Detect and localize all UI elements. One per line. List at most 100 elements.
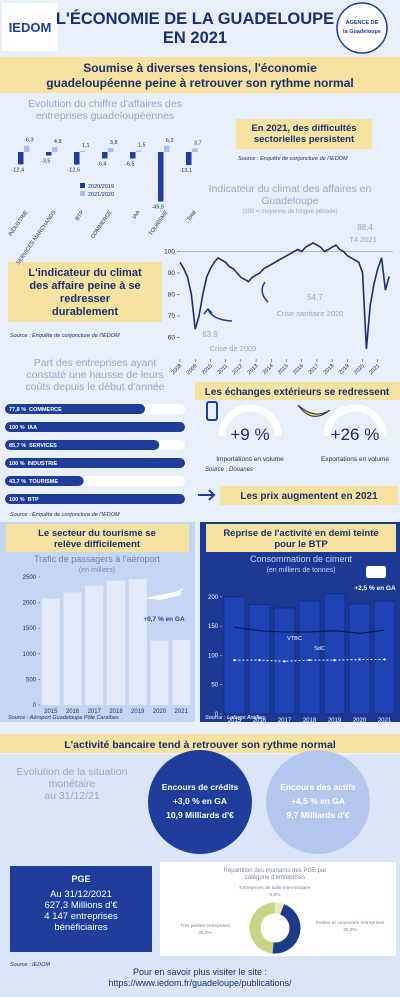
value-label: 45,8% [343,927,357,933]
x-tick-label: BTP [75,209,86,221]
y-tick-label: 70 [168,313,176,320]
legend-swatch [80,191,85,196]
bank-circle [148,750,252,854]
card-title: Encours de crédits [162,782,239,792]
bank-banner [0,734,400,753]
annotation: Crise sanitaire 2020 [277,309,344,318]
card-growth: +4,5 % en GA [291,796,345,806]
category-label: Entreprises de taille intermédiaire [239,885,311,891]
source: Source : Enquête de conjoncture de l'IED… [10,512,120,518]
logo-left [2,3,58,51]
chart-title: Trafic de passagers à l'aéroport [34,554,160,564]
bar [52,147,58,152]
line [234,626,385,634]
bar [106,580,126,705]
gauge [323,404,387,437]
value-label: 1,5 [138,143,146,149]
card-title: Encours des actifs [280,782,356,792]
pge-line: 4 147 entreprises [44,911,118,922]
annotation: sectorielles persistent [254,134,355,145]
annotation: T4 2021 [349,235,377,244]
bar [130,152,136,159]
bar [63,592,82,705]
heading: Reprise de l'activité en demi teinte [223,528,378,539]
marker [283,660,286,663]
annotation: 88,4 [357,223,373,232]
x-tick-label: 2015 [44,709,58,715]
logo-right [336,2,388,54]
heading-box [206,524,396,552]
value-label: 77,8 % [9,407,26,413]
intro: au 31/12/21 [44,790,100,802]
marker [308,658,311,662]
annotation: +2,5 % en GA [354,585,396,592]
value-text: +26 % [331,425,380,444]
label: Exportations en volume [321,456,389,463]
x-tick-label: IAA [132,209,142,220]
bar [298,600,321,715]
intro: monétaire [49,778,96,790]
chart-title: constaté une hausse de leurs [26,369,163,381]
marker [233,658,236,662]
y-tick-label: 500 [26,677,37,683]
chart-title: coûts depuis le début d'année [25,381,164,393]
logo-text: la Guadeloupe [343,29,381,35]
chart-title: catégorie d'entreprises [245,875,306,881]
bar [158,152,164,202]
value-label: -6,5 [125,162,134,168]
annotation: 63,9 [202,330,218,339]
y-tick-label: 2000 [23,601,37,607]
x-tick-label: 2016 [66,709,80,715]
annotation: L'indicateur du climat [28,267,142,279]
y-tick-label: 80 [168,292,176,299]
heading: Le secteur du tourisme se [38,528,156,539]
bar [5,422,185,432]
bar [186,152,192,166]
logo-text: IEDOM [9,20,52,35]
y-tick-label: 0 [33,703,37,709]
y-tick-label: 0 [215,712,219,718]
annotation: En 2021, des difficultés [251,123,356,134]
legend-label: 2020/2019 [88,184,114,190]
heading: Les échanges extérieurs se redressent [205,387,390,398]
battery-icon [206,401,218,421]
headline-banner [0,57,400,93]
prices-banner [220,486,398,505]
x-tick-label: 2021 [378,718,392,724]
x-tick-label: 2019 [131,709,145,715]
value-label: 3,7 [194,140,202,146]
pge-line: 627,3 Millions d'€ [44,900,118,911]
bar [5,440,160,450]
heading: Les prix augmentent en 2021 [240,491,378,502]
bar [5,476,84,486]
x-tick-label: 2017 [88,709,102,715]
source: Source : Enquête de conjoncture de l'IED… [238,156,348,162]
arrow [203,307,233,322]
value-label: -49,5 [151,205,164,211]
annotation: +0,7 % en GA [143,616,185,623]
bar [5,494,185,504]
x-tick-label: 2016 [253,718,267,724]
bar [85,585,104,705]
bar-label: 43,7 % TOURISME [9,479,58,485]
footer-text: https://www.iedom.fr/guadeloupe/publicat… [108,978,292,988]
y-tick-label: 100 [164,249,175,256]
arrow [198,489,216,501]
x-tick-label: 2018 [303,718,317,724]
bar [108,148,114,152]
chart-title: Guadeloupe [261,195,318,207]
heading: L'activité bancaire tend à retrouver son… [64,739,336,751]
category-label: BTP [28,497,39,503]
chart-title: Part des entreprises ayant [34,357,157,369]
category-label: IAA [28,425,38,431]
chart-subtitle: (en milliers de tonnes) [267,567,336,574]
y-tick-label: 150 [208,624,219,630]
bar-label: 77,8 % COMMERCE [9,407,62,413]
footer-text: Pour en savoir plus visiter le site : [133,967,267,977]
x-tick-label: 2019 [328,718,342,724]
bar [24,145,30,152]
value-label: 100 % [9,461,25,467]
value-label: 4,8 [54,139,62,145]
bar [5,458,185,468]
logo-text: AGENCE DE [346,20,379,26]
